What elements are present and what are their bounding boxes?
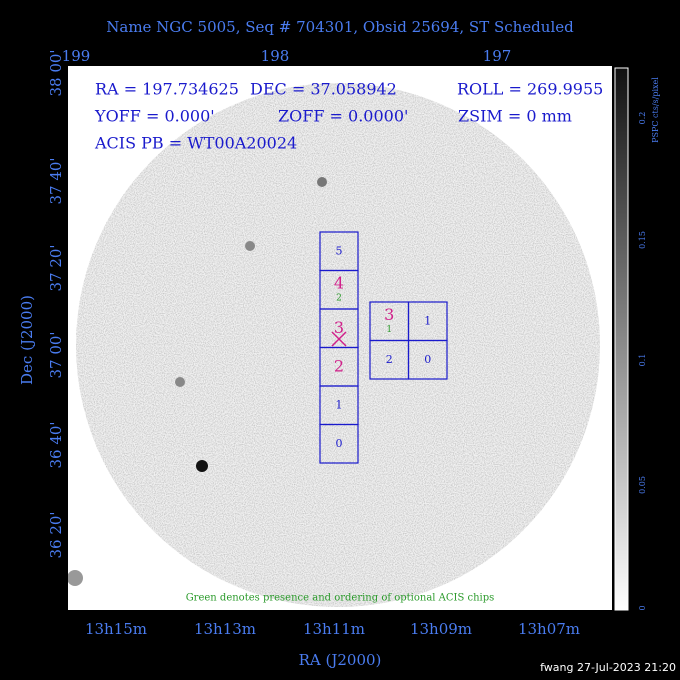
aimpoint-marker bbox=[331, 331, 347, 347]
bottom-tick-label: 13h13m bbox=[194, 620, 256, 638]
optional-order: 1 bbox=[386, 325, 392, 335]
colorbar-tick-label: 0.1 bbox=[638, 354, 647, 367]
bottom-tick-label: 13h15m bbox=[85, 620, 147, 638]
top-tick-label: 198 bbox=[261, 47, 290, 65]
chip-label: 3 bbox=[384, 305, 394, 324]
info-text: ACIS PB = WT00A20024 bbox=[94, 134, 297, 153]
chip-label: 0 bbox=[336, 437, 343, 450]
footer: fwang 27-Jul-2023 21:20 bbox=[540, 661, 676, 674]
top-tick-label: 199 bbox=[62, 47, 91, 65]
colorbar-tick-label: 0.15 bbox=[638, 231, 647, 249]
chip-label: 2 bbox=[386, 353, 393, 366]
top-tick-label: 197 bbox=[483, 47, 512, 65]
optional-order: 2 bbox=[336, 293, 342, 303]
title: Name NGC 5005, Seq # 704301, Obsid 25694… bbox=[106, 18, 574, 36]
note: Green denotes presence and ordering of o… bbox=[186, 593, 495, 604]
bottom-tick-label: 13h11m bbox=[303, 620, 365, 638]
acis-chip bbox=[407, 339, 448, 380]
chip-label: 1 bbox=[336, 398, 343, 411]
info-text: DEC = 37.058942 bbox=[250, 80, 397, 99]
left-tick-label: 38 00' bbox=[47, 49, 65, 96]
colorbar bbox=[614, 67, 629, 611]
left-tick-label: 37 20' bbox=[47, 244, 65, 291]
info-text: ZOFF = 0.0000' bbox=[278, 107, 408, 126]
left-tick-label: 37 00' bbox=[47, 331, 65, 378]
info-text: ZSIM = 0 mm bbox=[458, 107, 572, 126]
bottom-tick-label: 13h07m bbox=[518, 620, 580, 638]
colorbar-tick-label: 0.2 bbox=[638, 112, 647, 125]
colorbar-tick-label: 0 bbox=[638, 605, 647, 610]
chip-label: 2 bbox=[334, 356, 344, 375]
info-text: RA = 197.734625 bbox=[95, 80, 239, 99]
chip-label: 3 bbox=[334, 318, 344, 337]
chip-label: 0 bbox=[424, 353, 431, 366]
left-tick-label: 37 40' bbox=[47, 157, 65, 204]
chip-label: 1 bbox=[424, 314, 431, 327]
left-tick-label: 36 40' bbox=[47, 421, 65, 468]
chip-label: 4 bbox=[334, 273, 344, 292]
left-tick-label: 36 20' bbox=[47, 511, 65, 558]
colorbar-title: PSPC cts/s/pixel bbox=[651, 77, 660, 143]
acis-chip bbox=[319, 423, 359, 464]
colorbar-tick-label: 0.05 bbox=[638, 476, 647, 494]
sky-image bbox=[68, 83, 600, 607]
y-axis-title: Dec (J2000) bbox=[18, 295, 36, 385]
x-axis-title: RA (J2000) bbox=[299, 651, 382, 669]
info-text: ROLL = 269.9955 bbox=[457, 80, 603, 99]
bottom-tick-label: 13h09m bbox=[410, 620, 472, 638]
info-text: YOFF = 0.000' bbox=[94, 107, 215, 126]
chip-label: 5 bbox=[336, 244, 343, 257]
